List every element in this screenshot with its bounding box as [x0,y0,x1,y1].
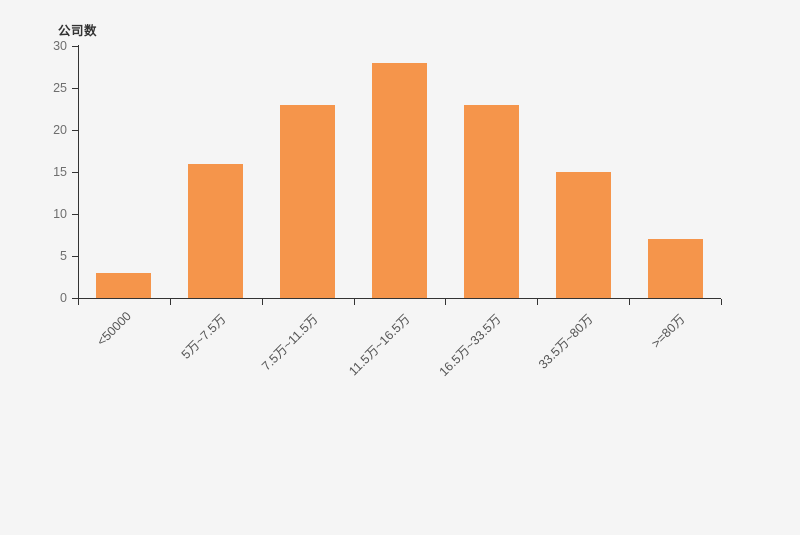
bar[interactable] [188,163,244,298]
y-tick-label: 10 [53,207,67,221]
bar[interactable] [555,172,611,298]
y-tick [72,172,78,173]
y-tick [72,130,78,131]
bar-chart: 公司数 0 5 10 15 20 25 30 <50000 5万~7.5万 7.5万~11.5万… [53,24,722,379]
x-tick [629,299,631,305]
y-tick-label: 20 [53,123,67,137]
chart-title: 公司数 [58,24,98,38]
y-tick [72,46,78,47]
x-tick [445,299,447,305]
bars-layer [78,46,721,298]
x-tick [78,299,79,305]
y-tick-label: 5 [60,249,67,263]
y-tick-label: 25 [53,81,67,95]
y-tick [72,298,78,299]
x-tick [261,299,263,305]
y-axis-line [78,45,79,299]
y-tick-label: 15 [53,165,67,179]
x-tick [537,299,539,305]
x-axis-line [78,298,721,299]
x-tick [353,299,355,305]
y-tick-label: 30 [53,39,67,53]
x-tick [721,299,722,305]
bar[interactable] [280,104,336,298]
bar[interactable] [463,104,519,298]
y-tick [72,256,78,257]
bar[interactable] [647,239,703,298]
y-tick [72,88,78,89]
x-tick [169,299,171,305]
bar[interactable] [96,272,152,298]
y-tick [72,214,78,215]
bar[interactable] [371,62,428,298]
y-tick-label: 0 [60,291,67,305]
